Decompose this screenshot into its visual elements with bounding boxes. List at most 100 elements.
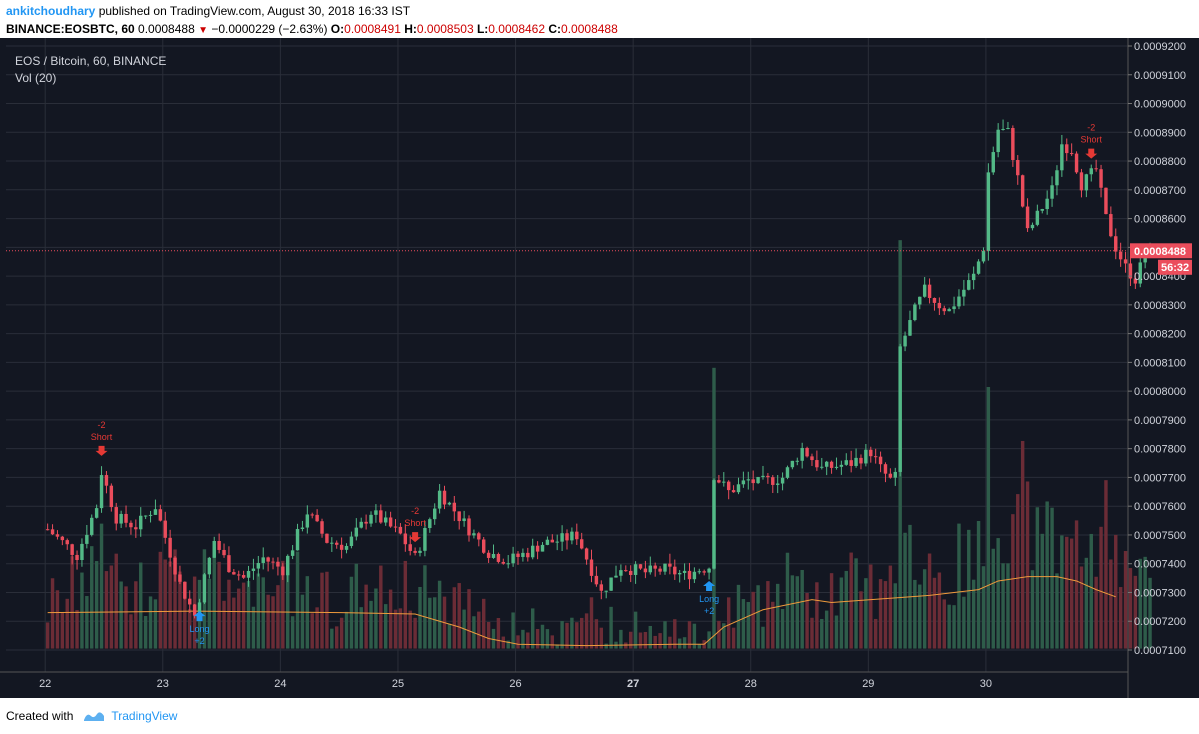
candle-body [256, 563, 261, 569]
tradingview-link[interactable]: TradingView [83, 709, 177, 723]
candle-body [516, 553, 520, 557]
volume-bar [183, 581, 187, 649]
volume-bar [726, 597, 731, 649]
volume-bar [540, 624, 545, 649]
volume-bar [1099, 526, 1103, 649]
candle-body [927, 284, 932, 298]
volume-bar [85, 596, 89, 649]
volume-bar [1128, 568, 1133, 649]
price-tick-label: 0.0007600 [1134, 501, 1186, 513]
volume-bar [942, 599, 946, 649]
candle-body [197, 602, 202, 616]
volume-bar [996, 538, 1000, 649]
volume-bar [682, 637, 687, 649]
candle-body [178, 574, 182, 582]
high-label: H: [404, 22, 417, 36]
candle-body [109, 485, 114, 508]
candle-body [295, 529, 300, 551]
volume-bar [908, 524, 912, 649]
volume-bar [824, 610, 829, 649]
candle-body [521, 552, 525, 557]
volume-bar [790, 575, 795, 649]
candle-body [726, 481, 731, 491]
candle-body [810, 456, 814, 461]
price-tick-label: 0.0007400 [1134, 559, 1186, 571]
volume-bar [952, 605, 956, 649]
candle-body [457, 511, 461, 522]
volume-bar [60, 612, 65, 649]
volume-bar [251, 606, 256, 649]
candle-body [1030, 224, 1035, 229]
volume-bar [628, 631, 633, 649]
volume-bar [153, 599, 158, 649]
candle-body [673, 566, 677, 575]
volume-bar [658, 633, 662, 649]
candle-body [800, 447, 804, 461]
low-value: 0.0008462 [488, 22, 546, 36]
candle-body [952, 306, 956, 310]
candle-body [207, 557, 212, 575]
volume-bar [741, 599, 746, 649]
time-tick-label: 28 [745, 678, 757, 690]
volume-bar [555, 644, 559, 649]
volume-bar [976, 521, 981, 649]
volume-bar [432, 597, 437, 649]
price-tick-label: 0.0008700 [1134, 185, 1186, 197]
candle-body [511, 553, 515, 564]
candle-body [560, 533, 564, 542]
candle-body [227, 555, 231, 573]
volume-bar [780, 608, 785, 649]
candle-body [697, 571, 702, 573]
candle-body [526, 552, 530, 558]
candle-body [962, 289, 966, 297]
candle-body [496, 554, 501, 562]
candle-body [276, 561, 280, 567]
time-axis[interactable]: 22 23 24 25 26 27 28 29 30 [39, 678, 992, 690]
volume-bar [398, 608, 403, 649]
volume-bar [1060, 535, 1064, 649]
candle-body [624, 570, 628, 572]
candle-body [369, 514, 373, 524]
candle-body [702, 571, 706, 573]
candle-body [286, 555, 290, 576]
candle-body [599, 584, 604, 591]
price-axis[interactable]: 0.0007100 0.0007200 0.0007300 0.0007400 0.00… [1128, 41, 1186, 657]
price-tick-label: 0.0008800 [1134, 156, 1186, 168]
candle-body [45, 529, 50, 531]
candle-body [281, 566, 285, 576]
candle-body [60, 536, 65, 541]
price-tick-label: 0.0007800 [1134, 444, 1186, 456]
volume-bar [589, 597, 594, 649]
volume-bar [673, 619, 677, 649]
volume-bar [178, 571, 182, 649]
candle-body [722, 481, 726, 483]
author-link[interactable]: ankitchoudhary [6, 4, 96, 18]
volume-bar [45, 622, 50, 649]
candle-body [594, 575, 599, 585]
candle-body [1099, 169, 1103, 188]
volume-bar [903, 532, 907, 649]
candle-body [1035, 210, 1040, 225]
candle-body [761, 475, 765, 477]
candle-body [80, 543, 84, 560]
volume-bar [511, 612, 515, 649]
volume-bar [663, 621, 667, 649]
volume-bar [717, 620, 721, 649]
candle-body [188, 598, 192, 605]
price-tick-label: 0.0008900 [1134, 127, 1186, 139]
price-chart[interactable]: -2 Short Long +2 -2 Short Long +2 -2 Short 0.0007… [0, 38, 1199, 698]
volume-bar [604, 643, 608, 649]
volume-bar [545, 629, 550, 649]
volume-bar [1094, 576, 1098, 649]
candle-body [805, 447, 809, 457]
candle-body [398, 526, 403, 534]
candle-body [90, 517, 94, 535]
candle-body [393, 526, 398, 528]
candle-body [922, 284, 927, 297]
candle-body [222, 549, 226, 556]
candle-body [565, 533, 569, 541]
candle-body [692, 571, 697, 580]
candle-body [472, 533, 476, 536]
volume-bar [1109, 559, 1113, 649]
volume-bar [477, 611, 481, 649]
